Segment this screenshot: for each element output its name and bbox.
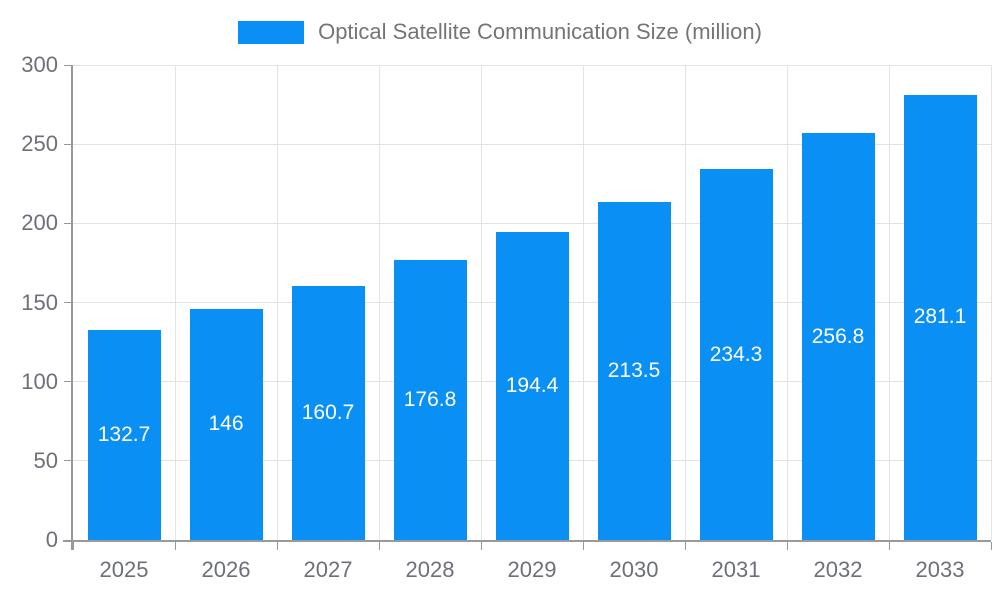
y-axis-tick [64, 302, 72, 303]
grid-line-vertical [582, 65, 584, 540]
x-tick-label: 2032 [813, 557, 863, 582]
bar-value-label: 281.1 [913, 305, 967, 329]
legend[interactable]: Optical Satellite Communication Size (mi… [0, 19, 1000, 45]
x-axis-tick [480, 542, 482, 550]
bar[interactable]: 281.1 [903, 94, 977, 540]
bar-value-label: 234.3 [709, 342, 763, 366]
y-tick-label: 100 [21, 368, 58, 394]
x-tick-label: 2025 [99, 557, 149, 582]
x-tick-label: 2027 [303, 557, 353, 582]
legend-swatch[interactable] [238, 20, 305, 44]
bar-value-label: 213.5 [607, 358, 661, 382]
x-axis-tick [378, 542, 380, 550]
x-axis-line [63, 540, 991, 542]
bar[interactable]: 234.3 [699, 169, 773, 540]
bar[interactable]: 132.7 [87, 329, 161, 540]
y-tick-label: 300 [21, 52, 58, 77]
bar[interactable]: 146 [189, 308, 263, 540]
y-tick-label: 0 [45, 527, 58, 552]
x-tick-label: 2031 [711, 557, 761, 582]
x-axis-tick [786, 542, 788, 550]
x-tick-label: 2029 [507, 557, 557, 582]
grid-line-vertical [684, 65, 686, 540]
bar[interactable]: 194.4 [495, 232, 569, 540]
grid-line-vertical [174, 65, 176, 540]
x-axis-tick [72, 542, 74, 550]
grid-line-vertical [888, 65, 890, 540]
x-axis-tick [888, 542, 890, 550]
x-axis-tick [582, 542, 584, 550]
legend-label: Optical Satellite Communication Size (mi… [318, 19, 762, 44]
x-axis-tick [174, 542, 176, 550]
bar-value-label: 194.4 [505, 374, 559, 398]
y-axis-tick [64, 143, 72, 145]
y-axis-line [71, 65, 73, 550]
x-tick-label: 2030 [609, 557, 659, 582]
grid-line-horizontal [73, 64, 991, 66]
y-tick-label: 200 [21, 210, 58, 236]
y-tick-label: 250 [21, 131, 58, 157]
x-axis-tick [684, 542, 686, 550]
bar[interactable]: 256.8 [801, 133, 875, 540]
bar-value-label: 132.7 [97, 422, 151, 446]
bar-value-label: 160.7 [301, 400, 355, 424]
bar[interactable]: 213.5 [597, 201, 671, 540]
y-tick-label: 150 [21, 289, 58, 315]
x-axis-tick [276, 542, 278, 550]
x-axis-tick [990, 542, 992, 550]
grid-line-vertical [378, 65, 380, 540]
bar[interactable]: 176.8 [393, 260, 467, 540]
bar-value-label: 176.8 [403, 388, 457, 412]
grid-line-vertical [990, 65, 992, 540]
y-axis-tick [64, 64, 72, 66]
grid-line-vertical [480, 65, 482, 540]
grid-line-vertical [276, 65, 278, 540]
x-tick-label: 2033 [915, 557, 965, 582]
y-tick-label: 50 [33, 447, 58, 473]
grid-line-vertical [786, 65, 788, 540]
bar-value-label: 146 [208, 412, 244, 436]
y-axis-tick [64, 460, 72, 462]
bar[interactable]: 160.7 [291, 285, 365, 540]
bar-value-label: 256.8 [811, 324, 865, 348]
x-tick-label: 2026 [201, 557, 251, 582]
y-axis-tick [64, 222, 72, 224]
x-tick-label: 2028 [405, 557, 455, 582]
y-axis-tick [64, 381, 72, 383]
